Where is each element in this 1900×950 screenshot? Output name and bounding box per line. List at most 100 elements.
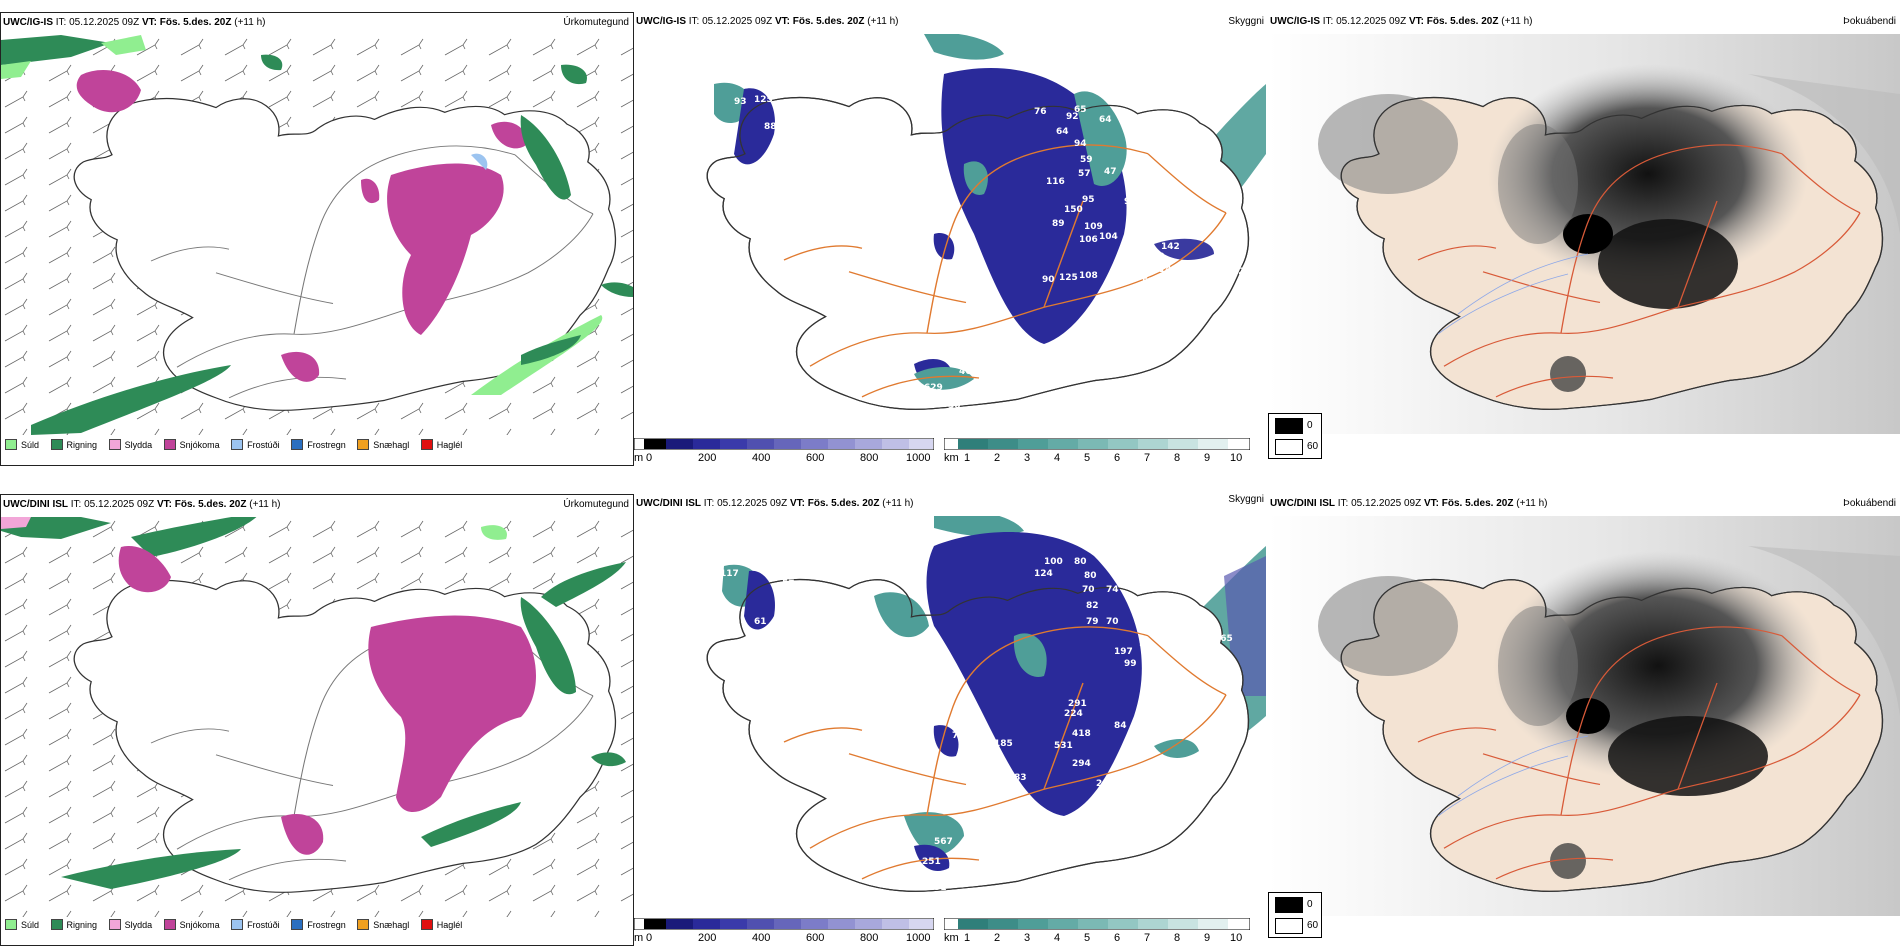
cloud-base-label: 123: [1232, 267, 1251, 277]
fog-legend-label: 60: [1307, 441, 1319, 452]
cloud-base-label: 49: [1066, 817, 1079, 827]
fog-legend-swatch: [1275, 439, 1303, 455]
legend-item: Súld: [5, 439, 39, 450]
legend-item: Súld: [5, 919, 39, 930]
legend-swatch: [5, 439, 17, 450]
cloud-base-tick: 200: [698, 932, 717, 944]
cloud-base-label: 108: [1079, 271, 1098, 281]
fog-indicator-panel-2: UWC/DINI ISL IT: 05.12.2025 09Z VT: Fös.…: [1268, 494, 1900, 946]
cloud-base-label: 291: [1068, 699, 1087, 709]
cloud-base-label: 57: [1078, 169, 1091, 179]
visibility-tick: 6: [1114, 452, 1121, 464]
cloud-base-label: 563: [1039, 49, 1058, 59]
panel-header: UWC/IG-IS IT: 05.12.2025 09Z VT: Fös. 5.…: [636, 16, 899, 27]
precip-map: [1, 517, 633, 917]
cloud-base-label: 418: [1072, 729, 1091, 739]
legend-swatch: [357, 919, 370, 930]
cloud-base-label: 62: [1081, 81, 1094, 91]
cloud-base-label: 125: [754, 95, 773, 105]
cloud-base-label: 240: [1096, 779, 1115, 789]
cloud-base-label: 55: [1131, 117, 1144, 127]
fog-legend-1: 0 60: [1268, 413, 1322, 459]
legend-item: Slydda: [108, 439, 152, 450]
cloud-base-tick: 0: [646, 452, 653, 464]
visibility-colorbar: [944, 918, 1250, 930]
cloud-base-label: 65: [1074, 105, 1087, 115]
cloud-base-label: 99: [1124, 659, 1137, 669]
cloud-base-colorbar: [634, 918, 934, 930]
panel-header: UWC/DINI ISL IT: 05.12.2025 09Z VT: Fös.…: [3, 499, 281, 510]
legend-item: Snjókoma: [163, 919, 220, 930]
cloud-base-label: 80: [1074, 557, 1087, 567]
cloud-base-label: 84: [1114, 721, 1127, 731]
cloud-base-label: 185: [994, 739, 1013, 749]
cloud-base-label: 294: [1072, 759, 1091, 769]
cloud-base-label: 104: [1099, 232, 1118, 242]
visibility-unit: km: [944, 932, 959, 944]
cloud-base-label: 77: [1136, 289, 1149, 299]
cloud-base-label: 93: [734, 97, 747, 107]
visibility-tick: 9: [1204, 932, 1211, 944]
cloud-base-label: 117: [720, 569, 739, 579]
legend-item: Rigning: [50, 919, 97, 930]
fog-legend-swatch: [1275, 418, 1303, 434]
cloud-base-label: 90: [1042, 275, 1055, 285]
visibility-tick: 4: [1054, 932, 1061, 944]
cloud-base-label: 69: [1140, 179, 1153, 189]
panel-header: UWC/DINI ISL IT: 05.12.2025 09Z VT: Fös.…: [1270, 498, 1548, 509]
legend-swatch: [291, 439, 304, 450]
cloud-base-label: 95: [1082, 195, 1095, 205]
cloud-base-tick: 800: [860, 932, 879, 944]
cloud-base-tick: 1000: [906, 452, 931, 464]
visibility-tick: 5: [1084, 452, 1091, 464]
visibility-tick: 1: [964, 932, 971, 944]
cloud-base-label: 224: [1064, 709, 1083, 719]
cloud-base-label: 531: [1054, 741, 1073, 751]
legend-swatch: [108, 439, 121, 450]
visibility-tick: 8: [1174, 452, 1181, 464]
visibility-unit: km: [944, 452, 959, 464]
cloud-base-label: 80: [1084, 571, 1097, 581]
legend-swatch: [420, 919, 433, 930]
fog-legend-2: 0 60: [1268, 892, 1322, 938]
cloud-base-label: 65: [769, 634, 782, 644]
fog-indicator-panel-1: UWC/IG-IS IT: 05.12.2025 09Z VT: Fös. 5.…: [1268, 12, 1900, 464]
legend-item: Frostúði: [231, 919, 280, 930]
cloud-base-label: 74: [1106, 585, 1119, 595]
cloud-base-label: 165: [1214, 634, 1233, 644]
fog-legend-label: 60: [1307, 920, 1319, 931]
cloud-base-label: 197: [1114, 647, 1133, 657]
legend-item: Snjókoma: [163, 439, 220, 450]
visibility-tick: 1: [964, 452, 971, 464]
legend-swatch: [231, 919, 244, 930]
visibility-tick: 9: [1204, 452, 1211, 464]
legend-item: Slydda: [108, 919, 152, 930]
visibility-colorbar: [944, 438, 1250, 450]
cloud-base-label: 29: [1064, 339, 1077, 349]
cloud-base-unit: m: [634, 452, 644, 464]
fog-map: [1268, 34, 1900, 434]
cloud-visibility-panel-1: UWC/IG-IS IT: 05.12.2025 09Z VT: Fös. 5.…: [634, 12, 1266, 464]
panel-title: Skyggni: [1228, 16, 1264, 27]
cloud-base-unit: m: [634, 932, 644, 944]
cloud-base-label: 83: [1014, 773, 1027, 783]
visibility-tick: 2: [994, 452, 1001, 464]
cloud-base-label: 143: [1159, 265, 1178, 275]
visibility-tick: 10: [1230, 452, 1243, 464]
precip-type-panel-1: UWC/IG-IS IT: 05.12.2025 09Z VT: Fös. 5.…: [0, 12, 634, 466]
cloud-base-label: 128: [1146, 199, 1165, 209]
cloud-base-label: 76: [1034, 107, 1047, 117]
cloud-base-label: 142: [1161, 242, 1180, 252]
cloud-base-label: 64: [1056, 127, 1069, 137]
cloud-base-label: 46: [959, 367, 972, 377]
cloud-base-label: 59: [1080, 155, 1093, 165]
panel-header: UWC/IG-IS IT: 05.12.2025 09Z VT: Fös. 5.…: [1270, 16, 1533, 27]
cloud-base-label: 70: [1106, 617, 1119, 627]
cloud-base-label: 89: [1052, 219, 1065, 229]
visibility-tick: 5: [1084, 932, 1091, 944]
cloud-base-label: 30: [948, 401, 961, 411]
